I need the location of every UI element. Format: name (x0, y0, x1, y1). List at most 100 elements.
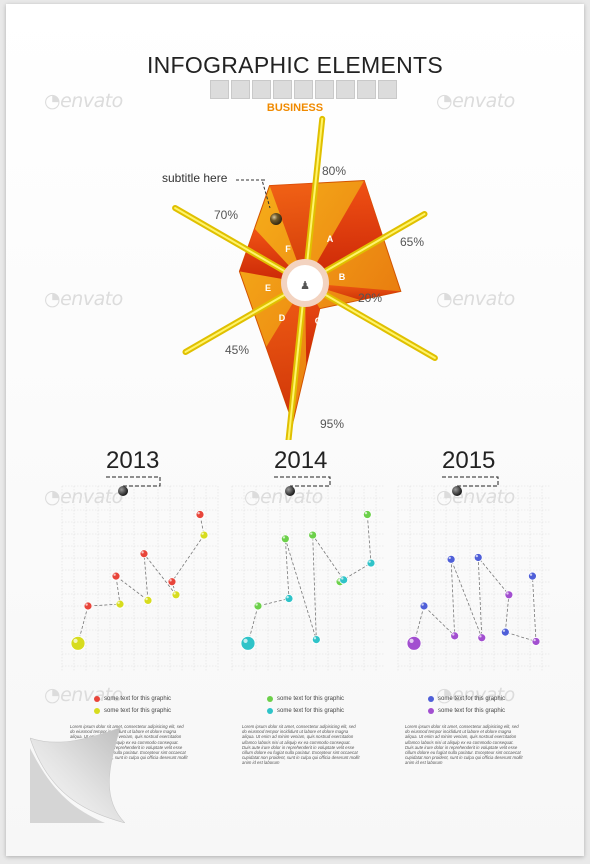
data-point (111, 571, 121, 581)
data-point-highlight (73, 638, 78, 643)
radar-segment-label: B (339, 272, 346, 282)
page-title: INFOGRAPHIC ELEMENTS (146, 52, 444, 78)
legend-swatch (94, 708, 100, 714)
data-point (450, 631, 460, 641)
data-point (70, 635, 86, 651)
watermark: ◔envato (44, 288, 123, 310)
watermark: ◔envato (436, 486, 515, 508)
data-point-highlight (313, 637, 317, 640)
page-curl (30, 728, 125, 823)
watermark: ◔envato (44, 684, 123, 706)
data-point (83, 601, 93, 611)
radar-segment-label: D (279, 313, 286, 323)
data-point-highlight (173, 592, 176, 595)
data-point-highlight (502, 629, 506, 632)
title-placeholder-blocks (210, 80, 397, 99)
data-point-highlight (479, 635, 482, 638)
data-point-highlight (197, 511, 200, 515)
data-point-highlight (243, 638, 248, 643)
legend-item: some text for this graphic (428, 696, 505, 702)
data-point-highlight (201, 532, 204, 535)
data-point (406, 635, 422, 651)
callout-marker (270, 213, 282, 225)
data-point-highlight (448, 556, 451, 560)
data-point (339, 575, 349, 585)
data-point-highlight (286, 595, 289, 599)
watermark: ◔envato (44, 486, 123, 508)
data-point (500, 627, 510, 637)
data-point-highlight (85, 603, 88, 606)
data-point (446, 554, 456, 564)
legend-item: some text for this graphic (94, 696, 171, 702)
radar-segment-B (305, 283, 401, 301)
data-point (143, 596, 153, 605)
data-point (366, 558, 376, 568)
data-point (308, 530, 318, 540)
data-point-highlight (141, 551, 144, 554)
legend-label: some text for this graphic (438, 696, 506, 702)
radar-segment-label: F (285, 244, 291, 254)
data-point-highlight (341, 577, 344, 580)
year-callout-marker (118, 486, 128, 496)
radar-percent-label: 20% (358, 291, 382, 305)
radar-percent-label: 45% (225, 343, 249, 357)
data-point-highlight (145, 597, 148, 601)
data-point-highlight (506, 592, 509, 595)
radar-center-icon: ♟ (300, 280, 310, 292)
series-connector-line (247, 514, 372, 644)
data-point-highlight (337, 579, 340, 582)
data-point (195, 510, 205, 519)
data-point-highlight (475, 554, 479, 558)
data-point-highlight (282, 536, 286, 539)
paper-sheet (6, 4, 584, 856)
legend-label: some text for this graphic (277, 708, 345, 714)
watermark: ◔envato (244, 486, 323, 508)
year-2014-label: 2014 (274, 447, 328, 474)
radar-center-hub (281, 259, 329, 307)
year-2013-label: 2013 (106, 447, 160, 474)
radar-chart: ♟ A B C D E F 80% 65% 20% 95% 45% 70% subtitle her… (162, 115, 438, 440)
data-point (115, 599, 125, 609)
legend-item: some text for this graphic (267, 696, 344, 702)
data-point (504, 590, 514, 600)
category-label: BUSINESS (266, 102, 324, 114)
watermark: ◔envato (436, 90, 515, 112)
year-callout-line (442, 476, 499, 487)
data-point (253, 601, 263, 611)
data-point (473, 553, 483, 562)
watermark: ◔envato (436, 684, 515, 706)
radar-segment-A (305, 180, 383, 283)
data-point-highlight (255, 603, 258, 606)
radar-percent-label: 70% (214, 208, 238, 222)
legend-swatch (94, 696, 100, 702)
legend-swatch (428, 696, 434, 702)
legend-label: some text for this graphic (104, 696, 172, 702)
data-point (362, 510, 372, 519)
radar-segment-label: E (265, 283, 271, 293)
data-point (240, 635, 256, 651)
legend-item: some text for this graphic (267, 708, 344, 714)
data-point (171, 590, 181, 600)
data-point-highlight (529, 573, 533, 576)
data-point-highlight (368, 560, 371, 563)
data-point (419, 601, 429, 611)
series-connector-line (413, 556, 537, 644)
year-callout-marker (452, 486, 462, 496)
legend-swatch (267, 696, 273, 702)
data-point (531, 637, 541, 646)
year-callout-marker (285, 486, 295, 496)
panel-paragraph: Lorem ipsum dolor sit amet, consectetur … (242, 724, 360, 766)
data-point (528, 571, 537, 581)
watermark: ◔envato (44, 90, 123, 112)
radar-segment-label: C (315, 316, 322, 326)
data-point-highlight (364, 511, 368, 515)
radar-percent-label: 80% (322, 164, 346, 178)
data-point-highlight (409, 638, 414, 643)
legend-item: some text for this graphic (428, 708, 505, 714)
data-point-highlight (117, 601, 120, 604)
data-point (199, 530, 209, 540)
data-point-highlight (113, 573, 116, 576)
data-point (139, 549, 149, 559)
data-point (284, 594, 294, 603)
